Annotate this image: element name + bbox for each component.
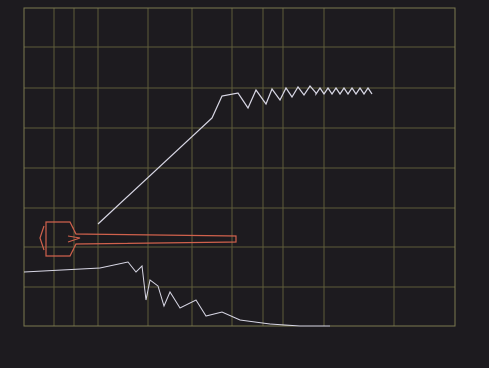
red-excursion-tip (39, 225, 45, 251)
grid (23, 7, 456, 327)
plot-frame (23, 7, 456, 327)
white-response-curve (97, 85, 373, 225)
red-excursion-curve (45, 221, 237, 257)
curves (23, 85, 373, 327)
red-inner-mark (67, 235, 81, 243)
white-lower-curve (23, 261, 330, 327)
